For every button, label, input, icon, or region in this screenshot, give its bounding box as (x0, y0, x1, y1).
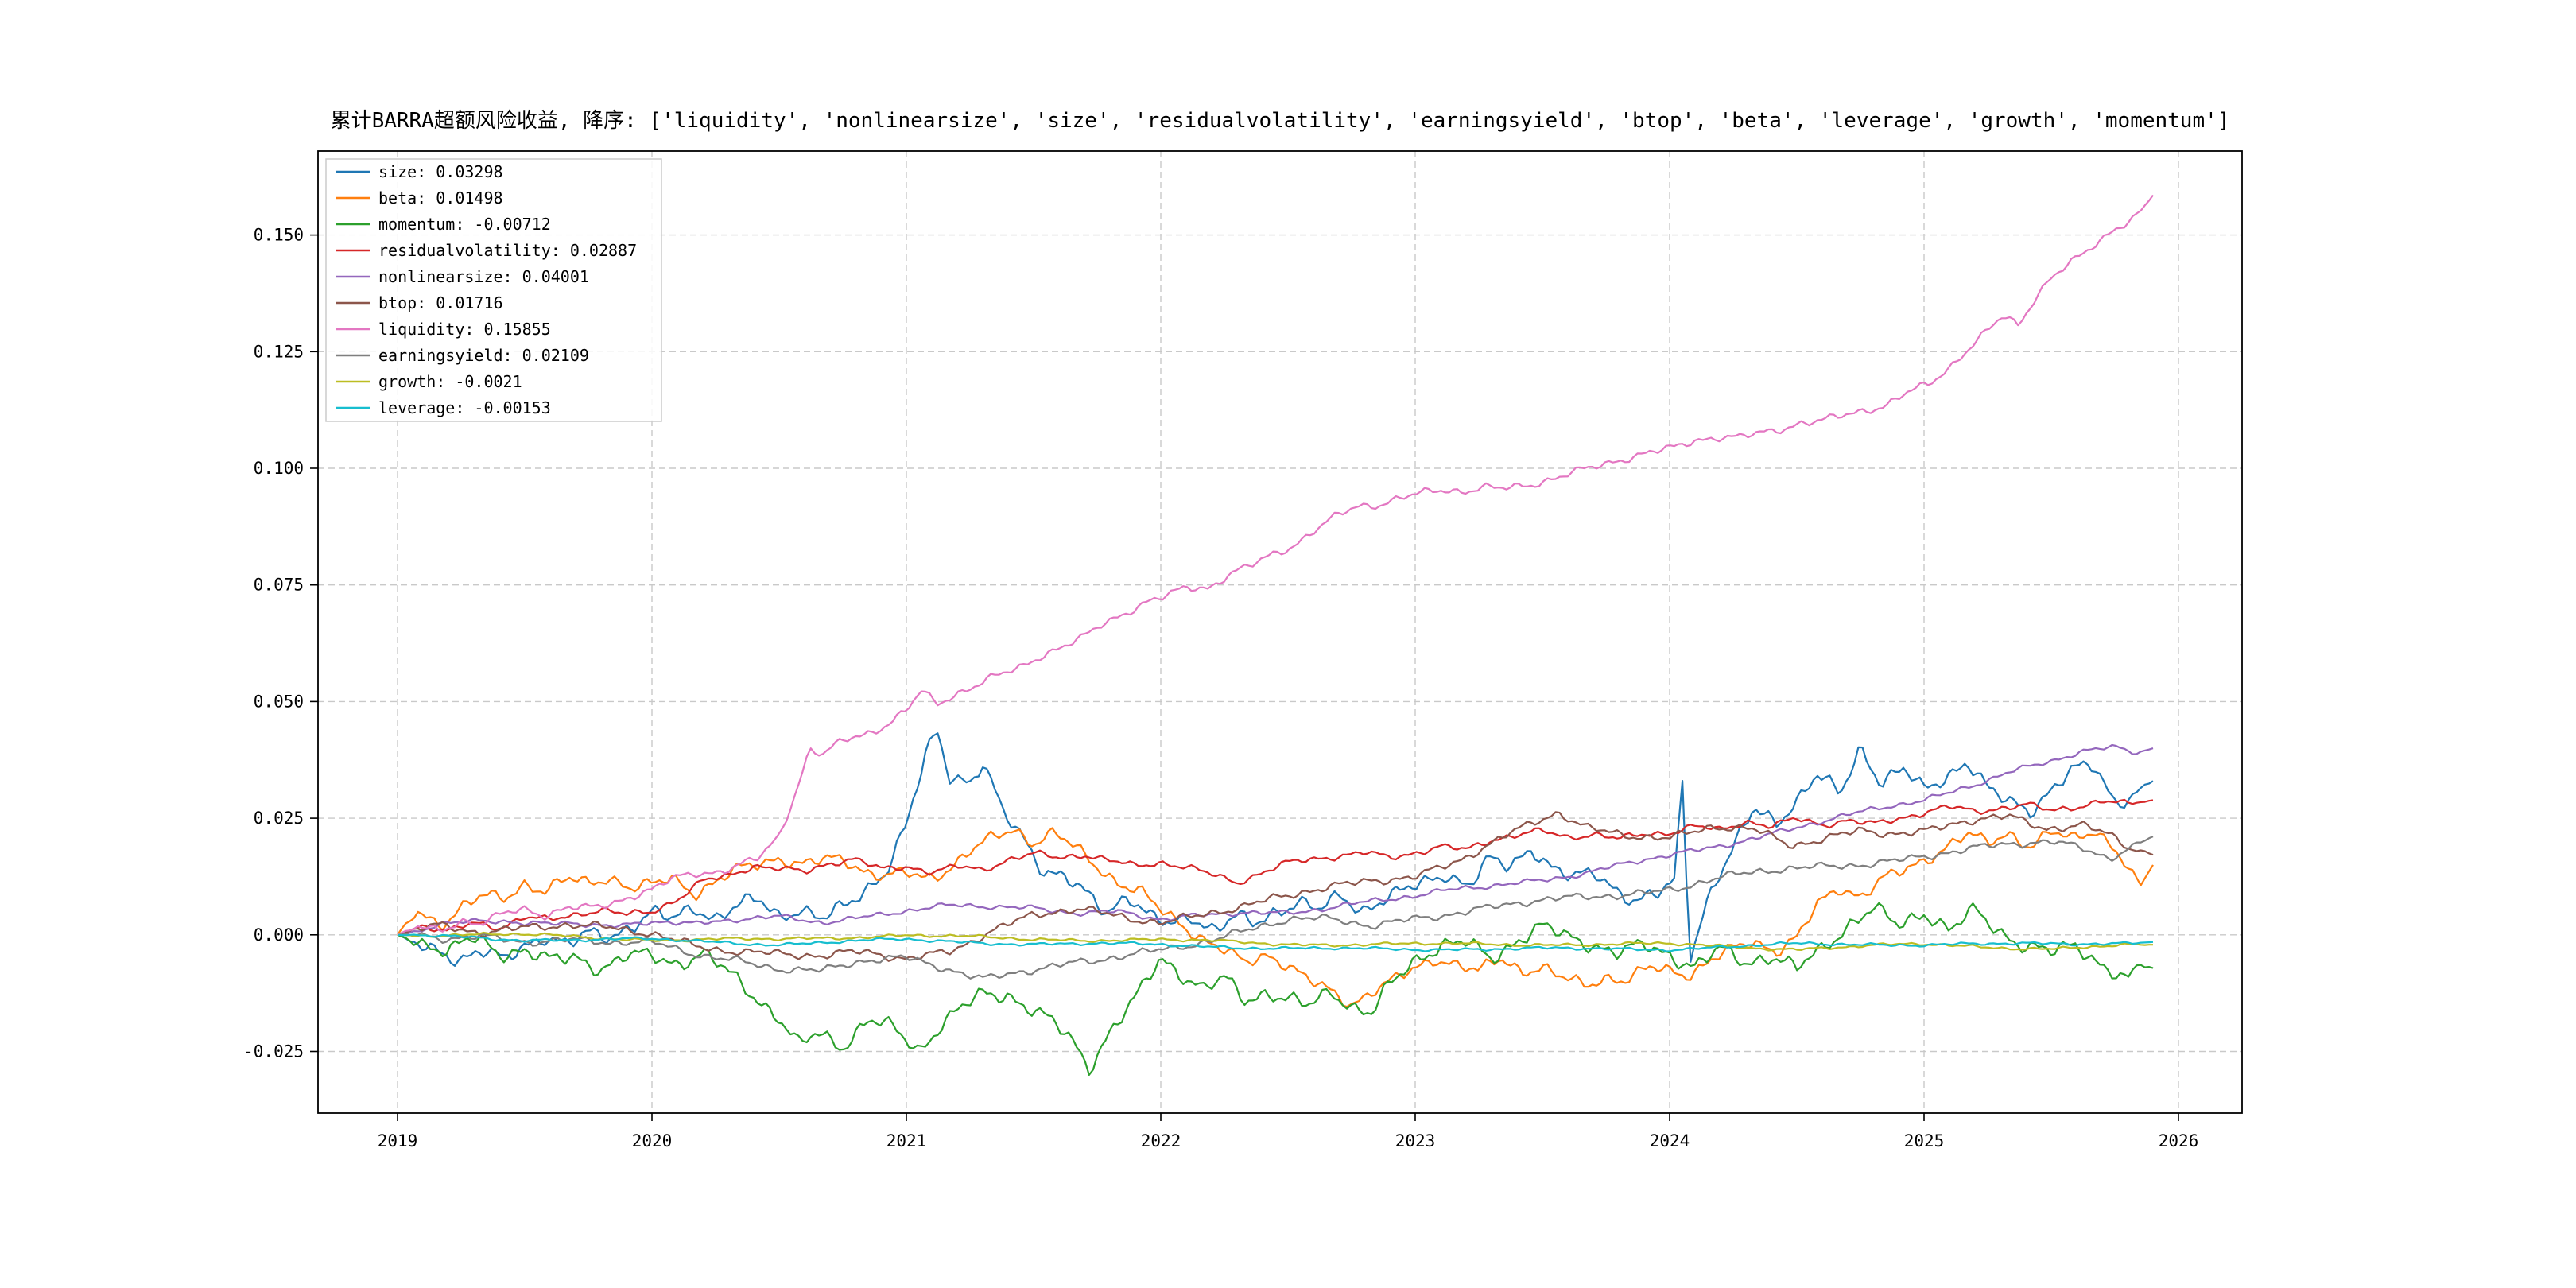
legend-label-leverage: leverage: -0.00153 (378, 398, 551, 417)
x-tick-label: 2025 (1904, 1131, 1945, 1150)
y-tick-label: 0.100 (254, 459, 304, 478)
series-line-residualvolatility (397, 798, 2154, 936)
series-line-earningsyield (397, 836, 2154, 980)
plot-frame (317, 150, 2243, 1114)
series-line-beta (397, 827, 2154, 1008)
legend-label-liquidity: liquidity: 0.15855 (378, 320, 551, 339)
legend: size: 0.03298 beta: 0.01498 momentum: -0.0… (325, 158, 662, 422)
chart-title: 累计BARRA超额风险收益, 降序: ['liquidity', 'nonlin… (331, 109, 2230, 133)
y-tick-label: 0.075 (254, 576, 304, 595)
series-lines (397, 194, 2154, 1076)
legend-label-size: size: 0.03298 (378, 162, 503, 181)
series-line-nonlinearsize (397, 743, 2154, 936)
x-tick-label: 2024 (1650, 1131, 1690, 1150)
y-tick-label: -0.025 (243, 1042, 304, 1061)
y-tick-label: 0.025 (254, 809, 304, 828)
series-line-momentum (397, 902, 2154, 1076)
x-tick-label: 2020 (632, 1131, 673, 1150)
legend-label-beta: beta: 0.01498 (378, 188, 503, 208)
legend-label-earningsyield: earningsyield: 0.02109 (378, 346, 589, 365)
legend-label-momentum: momentum: -0.00712 (378, 215, 551, 234)
y-tick-label: 0.125 (254, 342, 304, 361)
y-tick-label: 0.050 (254, 692, 304, 711)
y-tick-label: 0.150 (254, 226, 304, 245)
x-tick-label: 2023 (1395, 1131, 1436, 1150)
legend-label-residualvolatility: residualvolatility: 0.02887 (378, 241, 637, 260)
series-line-liquidity (397, 194, 2154, 936)
legend-label-growth: growth: -0.0021 (378, 372, 522, 391)
series-line-size (397, 732, 2154, 967)
x-tick-label: 2026 (2159, 1131, 2199, 1150)
legend-label-btop: btop: 0.01716 (378, 293, 503, 312)
y-tick-label: 0.000 (254, 925, 304, 945)
x-tick-label: 2022 (1141, 1131, 1181, 1150)
x-tick-label: 2019 (378, 1131, 418, 1150)
axes: -0.025 0.000 0.025 0.050 0.075 0.100 0.125 0.15… (243, 150, 2243, 1150)
legend-label-nonlinearsize: nonlinearsize: 0.04001 (378, 267, 589, 286)
series-line-leverage (397, 933, 2154, 952)
legend-box (325, 158, 662, 422)
x-tick-label: 2021 (886, 1131, 927, 1150)
